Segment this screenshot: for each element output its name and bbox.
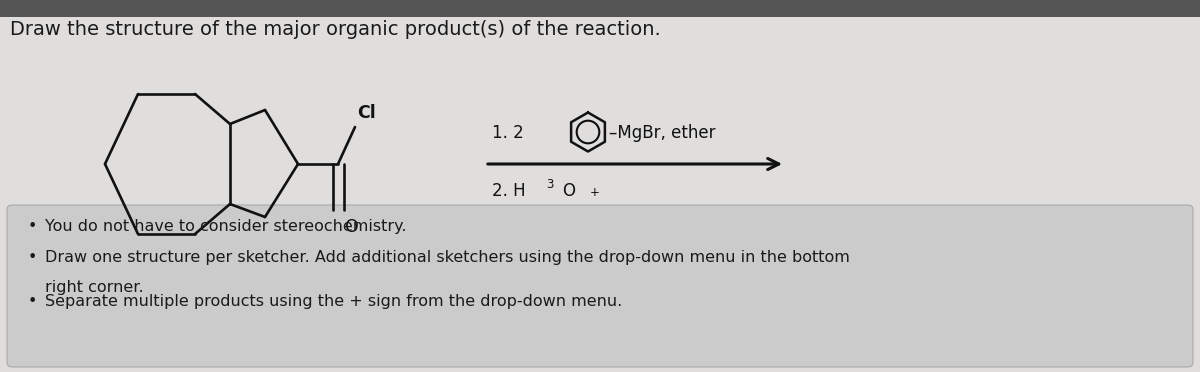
Text: You do not have to consider stereochemistry.: You do not have to consider stereochemis…	[46, 219, 407, 234]
Text: 1. 2: 1. 2	[492, 124, 523, 142]
Text: 3: 3	[546, 177, 554, 190]
Text: +: +	[589, 186, 599, 199]
Text: O: O	[346, 218, 359, 236]
FancyBboxPatch shape	[7, 205, 1193, 367]
Text: –MgBr, ether: –MgBr, ether	[610, 124, 715, 142]
Text: O: O	[562, 182, 575, 200]
Text: •: •	[28, 294, 37, 309]
Bar	[0, 0, 1200, 17]
Text: Draw one structure per sketcher. Add additional sketchers using the drop-down me: Draw one structure per sketcher. Add add…	[46, 250, 850, 265]
Text: •: •	[28, 250, 37, 265]
Text: •: •	[28, 219, 37, 234]
Text: Draw the structure of the major organic product(s) of the reaction.: Draw the structure of the major organic …	[10, 20, 661, 39]
Text: Cl: Cl	[358, 104, 376, 122]
Text: right corner.: right corner.	[46, 280, 144, 295]
Text: Separate multiple products using the + sign from the drop-down menu.: Separate multiple products using the + s…	[46, 294, 623, 309]
Text: 2. H: 2. H	[492, 182, 526, 200]
